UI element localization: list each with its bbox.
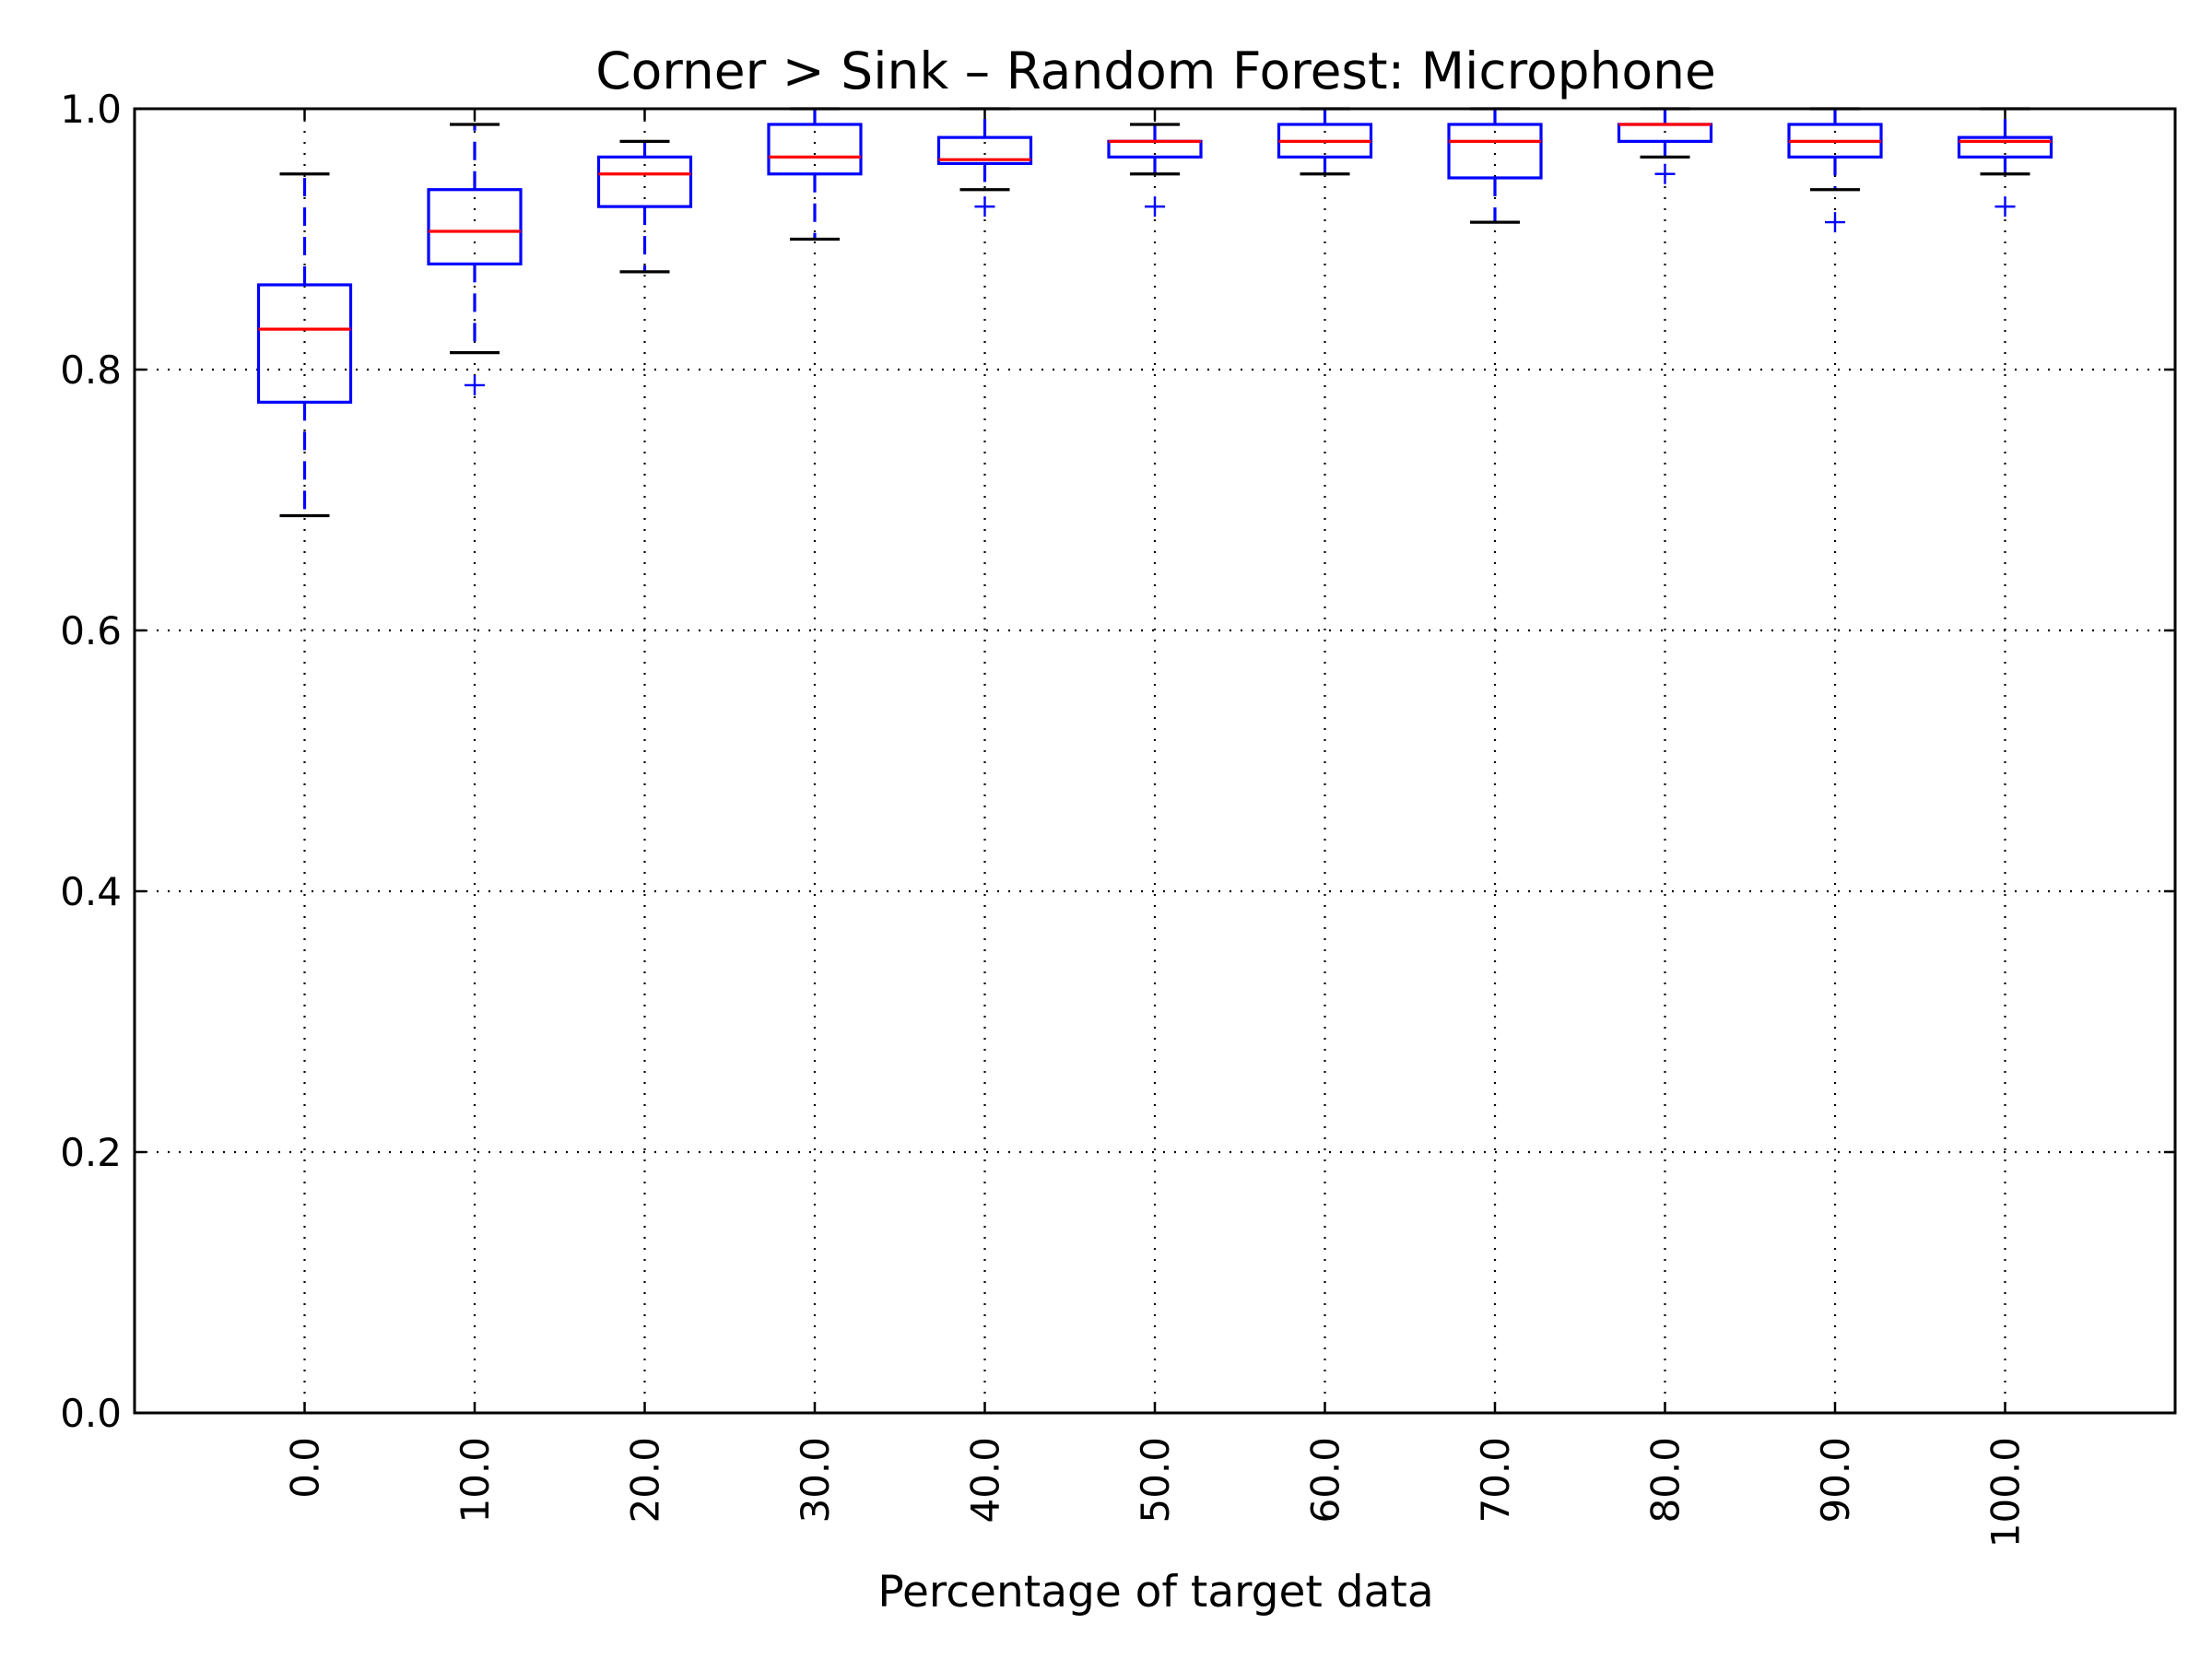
y-tick-label: 0.4	[60, 869, 122, 914]
y-tick-label: 0.2	[60, 1130, 122, 1175]
x-axis-label: Percentage of target data	[877, 1567, 1433, 1618]
x-tick-label: 80.0	[1643, 1437, 1688, 1524]
plot-frame	[133, 107, 2177, 1415]
box-group	[1787, 107, 1883, 233]
iqr-box	[256, 283, 353, 404]
box-group	[256, 172, 353, 518]
box-group	[427, 123, 523, 395]
box-group	[1107, 123, 1203, 218]
box-group	[1617, 107, 1713, 184]
box-group	[596, 139, 693, 274]
box-series	[256, 107, 2053, 518]
x-tick-label: 20.0	[623, 1437, 668, 1524]
iqr-box	[1447, 123, 1543, 180]
iqr-box	[1957, 135, 2053, 159]
x-axis: 0.0 10.0 20.0 30.0 40.0 50.0 60.0 70.0 80.0 90.0 1…	[283, 109, 2029, 1547]
x-tick-label: 60.0	[1303, 1437, 1348, 1524]
y-axis: 0.0 0.2 0.4 0.6 0.8 1.0	[60, 87, 2175, 1436]
grid-lines	[135, 109, 2175, 1413]
iqr-box	[936, 135, 1033, 166]
x-tick-label: 30.0	[793, 1437, 838, 1524]
x-tick-label: 0.0	[283, 1437, 328, 1499]
x-tick-label: 40.0	[963, 1437, 1008, 1524]
y-tick-label: 0.8	[60, 347, 122, 393]
iqr-box	[1617, 123, 1713, 143]
chart-title: Corner > Sink – Random Forest: Microphon…	[595, 41, 1716, 100]
y-tick-label: 0.6	[60, 608, 122, 653]
y-tick-label: 0.0	[60, 1391, 122, 1436]
box-group	[1957, 107, 2053, 218]
x-tick-label: 100.0	[1983, 1437, 2029, 1547]
y-tick-label: 1.0	[60, 87, 122, 132]
box-group	[936, 107, 1033, 218]
box-group	[1277, 107, 1373, 176]
x-tick-label: 50.0	[1133, 1437, 1178, 1524]
iqr-box	[767, 123, 863, 176]
x-tick-label: 70.0	[1473, 1437, 1518, 1524]
x-tick-label: 10.0	[453, 1437, 498, 1524]
iqr-box	[596, 155, 693, 208]
box-group	[767, 107, 863, 241]
x-tick-label: 90.0	[1813, 1437, 1858, 1524]
iqr-box	[427, 188, 523, 265]
